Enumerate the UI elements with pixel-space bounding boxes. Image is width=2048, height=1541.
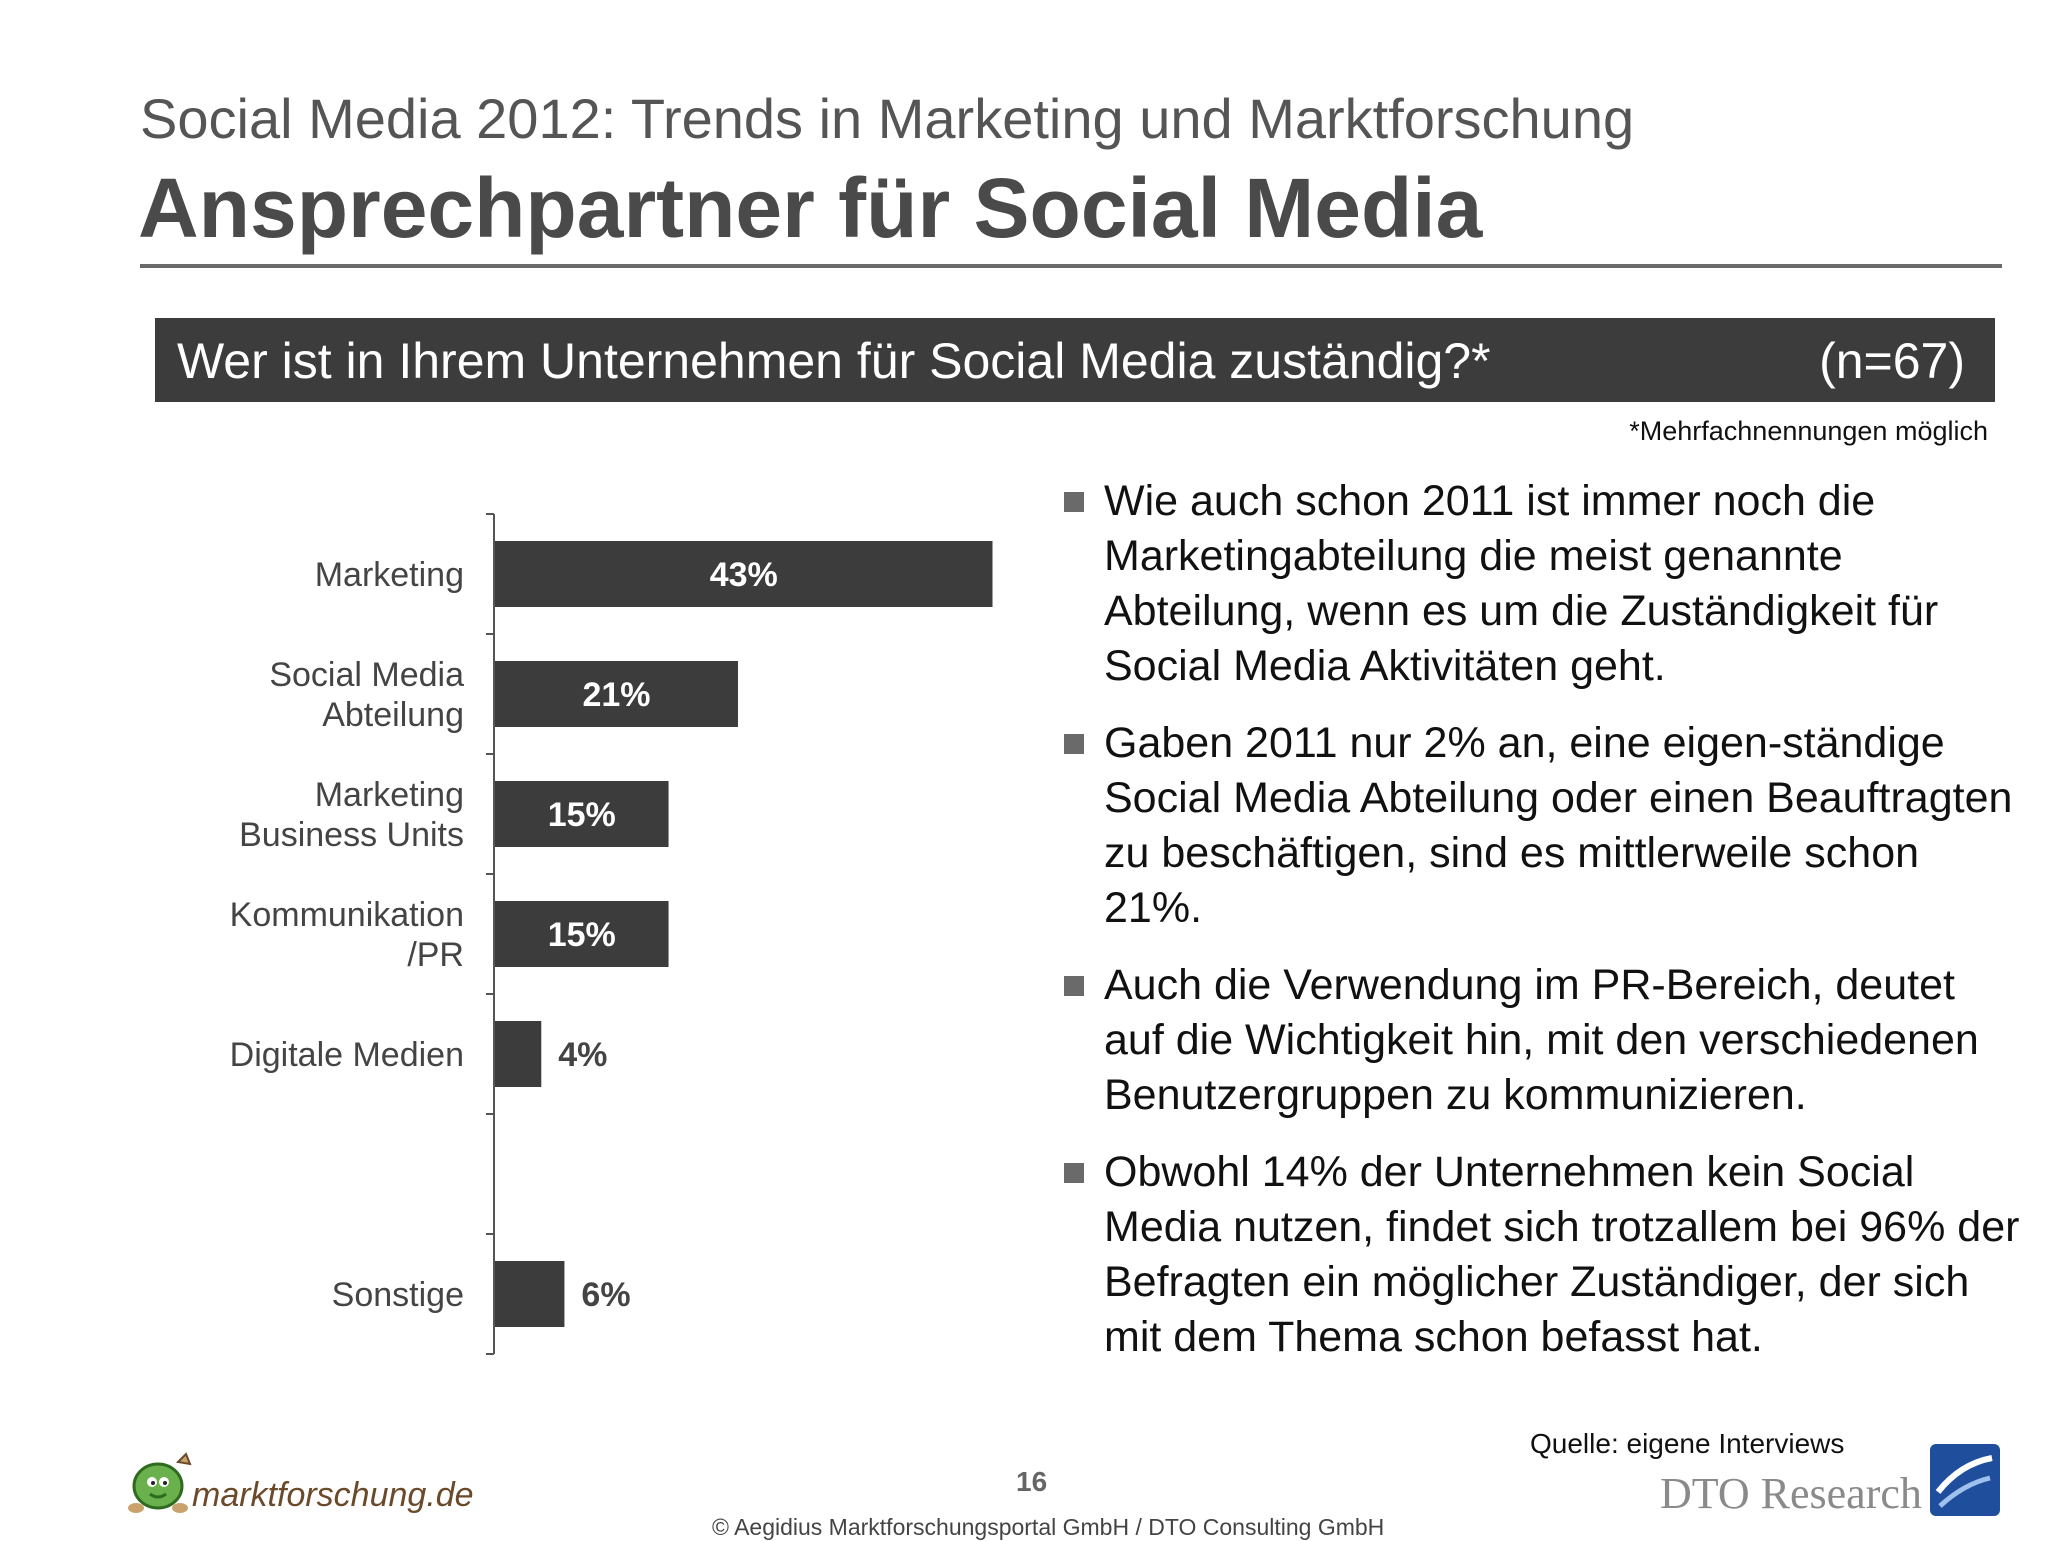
bar — [495, 1021, 542, 1087]
bar — [495, 541, 993, 607]
bar-value-label: 43% — [710, 556, 778, 594]
bullet-item: Obwohl 14% der Unternehmen kein Social M… — [1062, 1145, 2022, 1365]
mascot-icon — [128, 1452, 192, 1513]
footnote: *Mehrfachnennungen möglich — [1629, 416, 1988, 446]
bullet-text: Obwohl 14% der Unternehmen kein Social M… — [1104, 1148, 2020, 1361]
bullet-text: Gaben 2011 nur 2% an, eine eigen-ständig… — [1104, 719, 2013, 932]
bar — [495, 901, 669, 967]
bullet-square-icon — [1064, 976, 1084, 996]
category-label: Marketing — [315, 556, 464, 594]
bullet-item: Gaben 2011 nur 2% an, eine eigen-ständig… — [1062, 716, 2022, 936]
dto-logo-icon — [1930, 1444, 2000, 1516]
source-note: Quelle: eigene Interviews — [1530, 1428, 1845, 1459]
bullet-square-icon — [1064, 492, 1084, 512]
bar — [495, 1261, 565, 1327]
bar-value-label: 15% — [548, 916, 616, 954]
question-banner: Wer ist in Ihrem Unternehmen für Social … — [155, 318, 1995, 402]
sample-size: (n=67) — [1819, 333, 1965, 389]
copyright: © Aegidius Marktforschungsportal GmbH / … — [712, 1514, 1385, 1540]
category-label: Marketing Business Units — [239, 776, 464, 854]
bar — [495, 781, 669, 847]
bar-value-label: 4% — [558, 1036, 607, 1074]
page-number: 16 — [1016, 1466, 1048, 1497]
bullet-item: Auch die Verwendung im PR-Bereich, deute… — [1062, 958, 2022, 1123]
bar-value-label: 21% — [582, 676, 650, 714]
bullet-square-icon — [1064, 734, 1084, 754]
logo-left-text: marktforschung.de — [192, 1476, 474, 1514]
bullet-list: Wie auch schon 2011 ist immer noch die M… — [1062, 474, 2022, 1387]
bullet-square-icon — [1064, 1163, 1084, 1183]
bar-chart: Marketing 43% Social Media Abteilung 21% Mark… — [230, 513, 993, 1355]
question-text: Wer ist in Ihrem Unternehmen für Social … — [177, 333, 1491, 389]
category-label: Sonstige — [332, 1276, 464, 1314]
bullet-text: Auch die Verwendung im PR-Bereich, deute… — [1104, 961, 1979, 1119]
bullet-item: Wie auch schon 2011 ist immer noch die M… — [1062, 474, 2022, 694]
bar — [495, 661, 738, 727]
marktforschung-logo: marktforschung.de — [126, 1450, 474, 1520]
category-label: Kommunikation/PR — [230, 896, 464, 974]
category-label: Social Media Abteilung — [269, 656, 464, 734]
category-label: Digitale Medien — [230, 1036, 464, 1074]
title-divider — [140, 264, 2002, 268]
bullet-text: Wie auch schon 2011 ist immer noch die M… — [1104, 477, 1939, 690]
dto-logo-text: DTO Research — [1660, 1469, 1922, 1518]
bar-value-label: 6% — [581, 1276, 630, 1314]
bar-value-label: 15% — [548, 796, 616, 834]
slide-subtitle: Social Media 2012: Trends in Marketing u… — [140, 87, 1635, 150]
slide-title: Ansprechpartner für Social Media — [138, 161, 1483, 255]
